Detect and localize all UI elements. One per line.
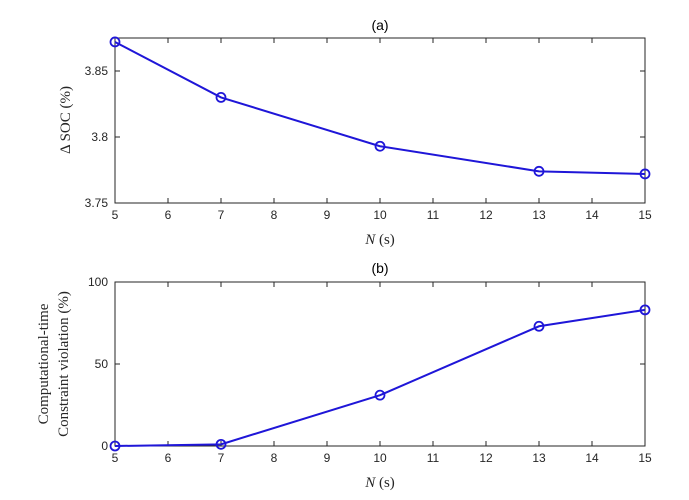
y-tick-label-b: 50 bbox=[95, 357, 109, 371]
y-axis-label-b-line2: Constraint violation (%) bbox=[56, 291, 72, 437]
chart-panel-a: (a) 5 6 7 8 9 10 11 12 13 14 15 3.753.83.85 N (s) … bbox=[58, 17, 652, 248]
chart-panel-b: (b) 5 6 7 8 9 10 11 12 13 14 15 0 50 100 N (s) Compu… bbox=[36, 260, 652, 491]
x-tick-label-a: 11 bbox=[427, 208, 440, 222]
x-tick-label-b: 11 bbox=[427, 451, 440, 465]
data-point-b bbox=[374, 389, 386, 401]
x-axis-label-a: N (s) bbox=[364, 232, 395, 248]
plot-frame-b bbox=[114, 281, 646, 447]
x-tick-label-b: 9 bbox=[324, 451, 331, 465]
x-tick-label-b: 8 bbox=[271, 451, 278, 465]
y-axis-label-b-line1: Computational-time bbox=[36, 303, 52, 424]
x-tick-label-a: 8 bbox=[271, 208, 278, 222]
data-point-a bbox=[639, 168, 651, 180]
data-point-b bbox=[639, 304, 651, 316]
x-tick-label-b: 10 bbox=[373, 451, 387, 465]
data-point-b bbox=[533, 320, 545, 332]
y-axis-label-a: Δ SOC (%) bbox=[58, 86, 74, 154]
series-b bbox=[109, 304, 651, 452]
x-tick-label-a: 7 bbox=[218, 208, 225, 222]
x-tick-label-a: 14 bbox=[585, 208, 599, 222]
x-axis-label-b: N (s) bbox=[364, 475, 395, 491]
data-point-a bbox=[533, 165, 545, 177]
x-tick-label-b: 14 bbox=[585, 451, 599, 465]
plot-frame-a bbox=[114, 37, 646, 204]
x-tick-label-b: 7 bbox=[218, 451, 225, 465]
y-ticks-a: 3.75 3.8 3.85 bbox=[85, 64, 645, 210]
x-tick-label-b: 13 bbox=[532, 451, 546, 465]
data-point-a bbox=[215, 92, 227, 103]
y-tick-label-a: 3.8 bbox=[91, 130, 108, 144]
y-ticks-b: 0 50 100 bbox=[88, 275, 645, 453]
x-tick-label-a: 9 bbox=[324, 208, 331, 222]
x-tick-label-a: 13 bbox=[532, 208, 546, 222]
x-ticks-b: 5 6 7 8 9 10 11 12 13 14 15 bbox=[112, 282, 652, 465]
series-line-b bbox=[114, 308, 646, 447]
data-point-b bbox=[215, 438, 227, 450]
y-tick-label-b: 100 bbox=[88, 275, 108, 289]
data-point-b bbox=[109, 440, 121, 452]
x-tick-label-a: 6 bbox=[165, 208, 172, 222]
data-point-a bbox=[374, 140, 386, 152]
chart-title-b: (b) bbox=[371, 260, 388, 276]
x-tick-label-a: 15 bbox=[638, 208, 652, 222]
x-tick-label-b: 5 bbox=[112, 451, 119, 465]
series-line-a bbox=[114, 41, 646, 175]
x-tick-label-a: 5 bbox=[112, 208, 119, 222]
y-tick-label-b: 0 bbox=[101, 439, 108, 453]
x-ticks-a: 5 6 7 8 9 10 11 12 13 14 15 bbox=[112, 38, 652, 222]
data-point-a bbox=[109, 36, 121, 48]
x-tick-label-b: 15 bbox=[638, 451, 652, 465]
x-tick-label-b: 6 bbox=[165, 451, 172, 465]
x-tick-label-a: 12 bbox=[479, 208, 493, 222]
x-tick-label-b: 12 bbox=[479, 451, 493, 465]
chart-title-a: (a) bbox=[371, 17, 388, 33]
series-a bbox=[109, 36, 651, 180]
y-tick-label-a: 3.75 bbox=[85, 196, 109, 210]
x-tick-label-a: 10 bbox=[373, 208, 387, 222]
y-tick-label-a: 3.85 bbox=[85, 64, 109, 78]
